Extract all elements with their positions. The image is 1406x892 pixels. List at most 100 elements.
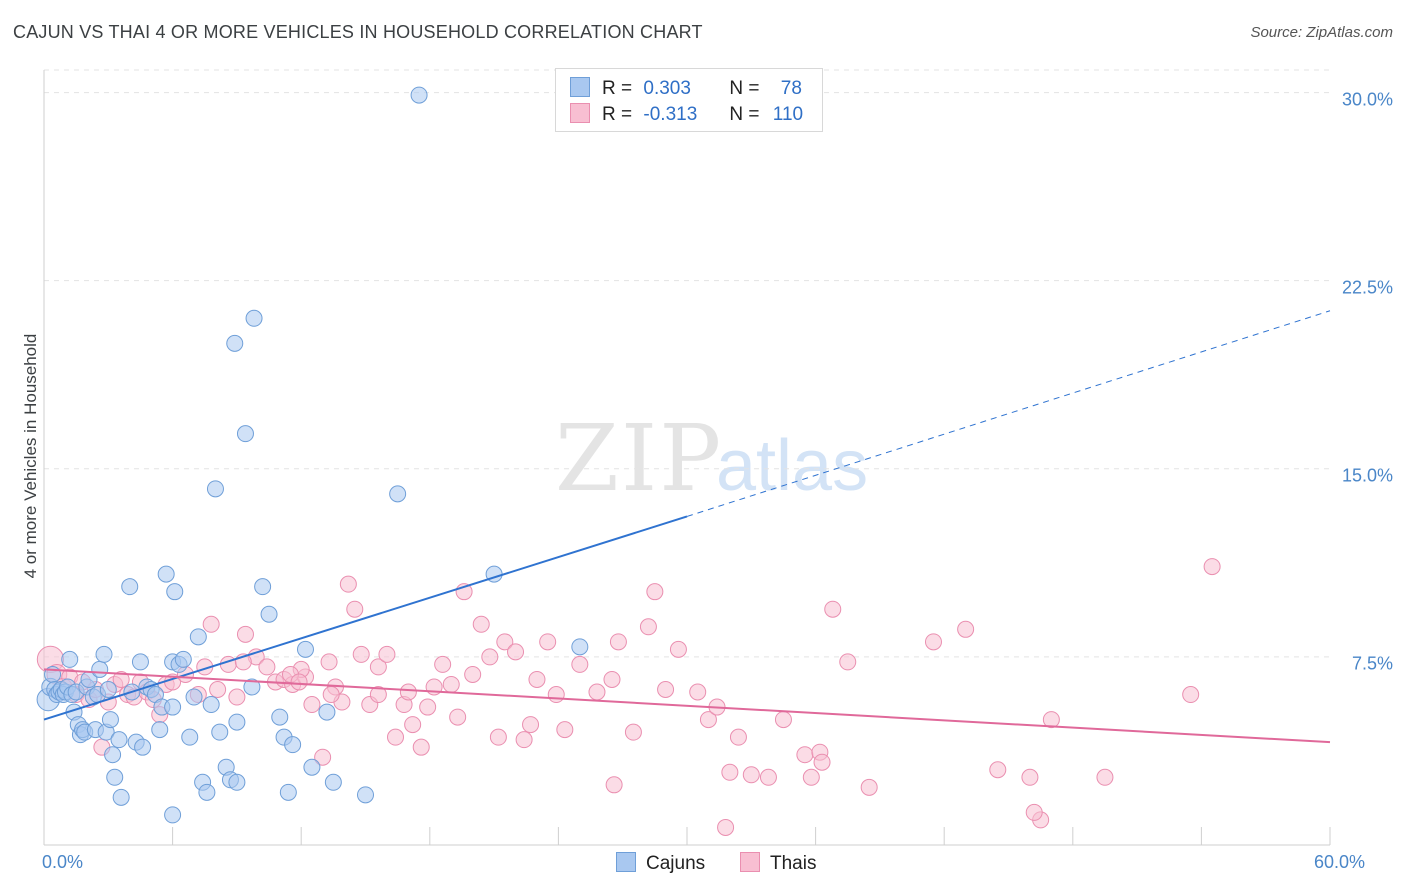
data-point: [571, 655, 589, 673]
data-point: [924, 633, 942, 651]
legend-item-cajuns[interactable]: Cajuns: [616, 852, 705, 875]
data-point: [387, 728, 405, 746]
gridlines: [44, 69, 1330, 658]
y-tick-label: 22.5%: [1341, 277, 1393, 298]
thais-trend-line: [43, 668, 1331, 744]
r-value: 0.303: [643, 78, 691, 99]
data-point: [1025, 803, 1043, 821]
data-point: [389, 485, 407, 503]
data-point: [472, 615, 490, 633]
data-point: [1182, 686, 1200, 704]
data-point: [547, 686, 565, 704]
data-point: [404, 716, 422, 734]
data-point: [134, 738, 152, 756]
x-tick-label-min: 0.0%: [42, 852, 84, 872]
data-point: [774, 711, 792, 729]
legend-item-thais[interactable]: Thais: [740, 852, 816, 875]
y-tick-label: 7.5%: [1351, 653, 1393, 674]
data-point: [104, 746, 122, 764]
data-point: [260, 605, 278, 623]
data-point: [369, 686, 387, 704]
data-point: [352, 645, 370, 663]
data-point: [839, 653, 857, 671]
data-point: [378, 645, 396, 663]
data-point: [346, 600, 364, 618]
data-point: [639, 618, 657, 636]
data-point: [198, 783, 216, 801]
data-point: [258, 658, 276, 676]
data-point: [209, 680, 227, 698]
data-point: [357, 786, 374, 804]
data-point: [106, 768, 124, 786]
data-point: [657, 680, 675, 698]
data-point: [164, 806, 182, 824]
r-value: -0.313: [643, 104, 698, 125]
data-point: [957, 620, 975, 638]
data-point: [151, 721, 169, 739]
cajuns-swatch: [570, 77, 590, 97]
data-point: [449, 708, 467, 726]
y-tick-label: 30.0%: [1341, 89, 1393, 110]
n-value: 78: [780, 78, 802, 99]
legend-row-thais: R = -0.313 N = 110: [570, 103, 803, 125]
data-point: [721, 763, 739, 781]
data-point: [189, 628, 207, 646]
data-point: [609, 633, 627, 651]
data-point: [254, 578, 272, 596]
data-point: [605, 776, 623, 794]
data-point: [320, 653, 338, 671]
r-label: R =: [602, 104, 633, 125]
data-point: [624, 723, 642, 741]
data-point: [646, 583, 664, 601]
legend-row-cajuns: R = 0.303 N = 78: [570, 77, 802, 99]
data-point: [1203, 558, 1221, 576]
data-point: [174, 650, 192, 668]
data-point: [296, 640, 314, 658]
data-point: [507, 643, 525, 661]
n-label: N =: [729, 104, 760, 125]
data-point: [112, 670, 130, 688]
data-point: [813, 753, 831, 771]
data-point: [236, 625, 254, 643]
data-point: [603, 670, 621, 688]
watermark-zip: ZIP: [555, 405, 723, 512]
data-point: [226, 334, 244, 352]
data-point: [1096, 768, 1114, 786]
data-point: [324, 773, 342, 791]
data-point: [1042, 711, 1060, 729]
cajuns-trend-line: [43, 515, 688, 721]
data-point: [588, 683, 606, 701]
data-point: [522, 716, 540, 734]
data-point: [699, 711, 717, 729]
data-point: [556, 721, 574, 739]
data-point: [121, 578, 139, 596]
data-point: [164, 698, 182, 716]
cajuns-trend-extension: [686, 310, 1331, 517]
data-point: [759, 768, 777, 786]
trend-lines: [43, 310, 1331, 744]
data-point: [202, 696, 220, 714]
data-point: [742, 766, 760, 784]
thais-swatch: [740, 852, 760, 872]
data-point: [571, 638, 589, 656]
data-point: [236, 425, 254, 443]
data-point: [989, 761, 1007, 779]
x-tick-label-max: 60.0%: [1313, 852, 1365, 872]
data-point: [271, 708, 289, 726]
data-point: [496, 633, 514, 651]
data-point: [669, 640, 687, 658]
data-point: [206, 480, 224, 498]
data-point: [717, 818, 735, 836]
legend-label: Cajuns: [646, 853, 706, 874]
data-point: [303, 696, 321, 714]
data-point: [185, 688, 203, 706]
data-point: [824, 600, 842, 618]
data-point: [796, 746, 814, 764]
data-point: [181, 728, 199, 746]
data-point: [729, 728, 747, 746]
data-point: [157, 565, 175, 583]
data-point: [61, 650, 79, 668]
data-point: [489, 728, 507, 746]
watermark-atlas: atlas: [716, 426, 868, 506]
